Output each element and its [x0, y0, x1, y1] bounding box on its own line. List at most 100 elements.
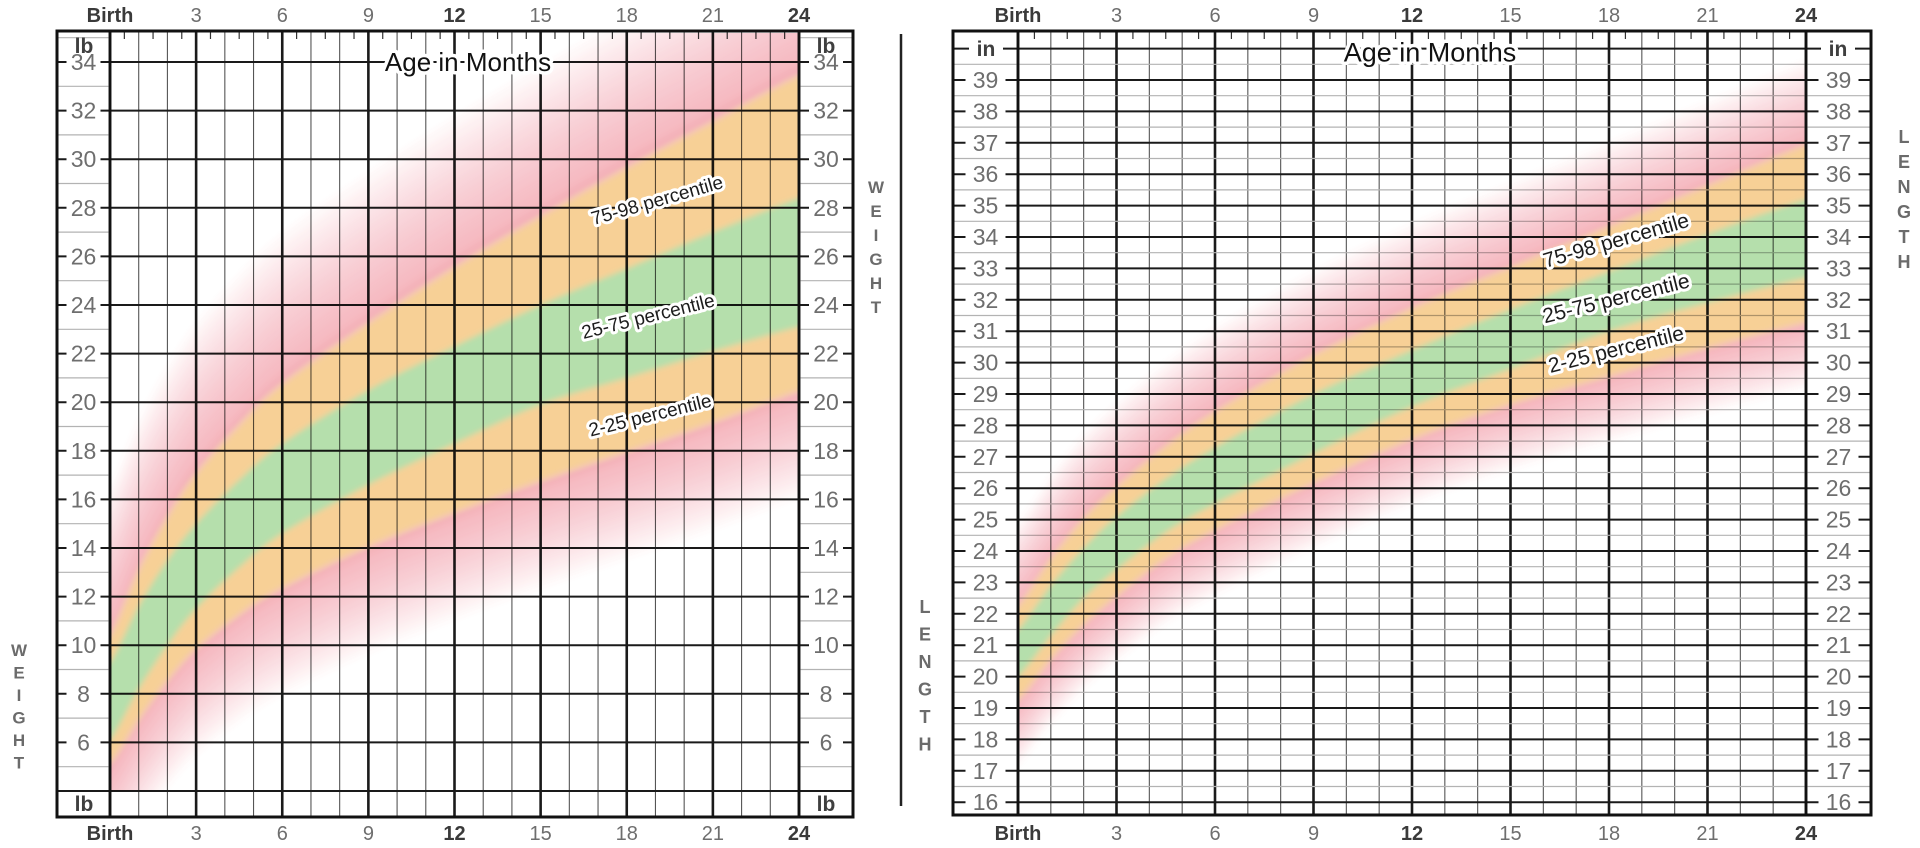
- axis-word-letter: L: [920, 597, 931, 617]
- y-tick-label: 22: [71, 341, 97, 367]
- y-tick-label: 36: [973, 161, 999, 187]
- y-tick-label: 38: [1826, 98, 1852, 124]
- y-tick-label: 19: [1826, 695, 1852, 721]
- y-tick-label: 22: [1826, 601, 1852, 627]
- y-tick-label: 18: [1826, 726, 1852, 752]
- y-tick-label: 39: [973, 67, 999, 93]
- axis-word-letter: E: [13, 664, 24, 683]
- axis-word-letter: H: [870, 274, 882, 293]
- y-tick-label: 22: [973, 601, 999, 627]
- month-tick-label: 24: [788, 5, 811, 27]
- y-tick-label: 24: [973, 538, 999, 564]
- month-tick-label: Birth: [995, 823, 1042, 845]
- axis-word-letter: L: [1899, 127, 1910, 147]
- y-tick-label: 16: [973, 789, 999, 815]
- y-tick-label: 20: [1826, 664, 1852, 690]
- y-tick-label: 19: [973, 695, 999, 721]
- y-tick-label: 16: [71, 486, 97, 512]
- y-tick-label: 36: [1826, 161, 1852, 187]
- y-tick-label: 34: [71, 49, 97, 75]
- y-unit-label: in: [977, 38, 996, 61]
- month-tick-label: 9: [1308, 5, 1319, 27]
- month-tick-label: 6: [277, 823, 288, 845]
- axis-word-letter: H: [1898, 252, 1911, 272]
- y-tick-label: 24: [1826, 538, 1852, 564]
- y-tick-label: 18: [813, 438, 839, 464]
- y-tick-label: 28: [71, 195, 97, 221]
- month-tick-label: 6: [1209, 823, 1220, 845]
- y-tick-label: 18: [973, 726, 999, 752]
- axis-word-letter: H: [13, 731, 25, 750]
- y-tick-label: 37: [1826, 130, 1852, 156]
- y-tick-label: 30: [813, 146, 839, 172]
- y-tick-label: 20: [973, 664, 999, 690]
- y-tick-label: 6: [820, 729, 833, 755]
- month-tick-label: 15: [1499, 823, 1521, 845]
- month-tick-label: 15: [530, 823, 552, 845]
- y-tick-label: 23: [973, 569, 999, 595]
- length-for-age-grid: [953, 31, 1871, 815]
- month-tick-label: Birth: [87, 823, 134, 845]
- y-tick-label: 28: [973, 412, 999, 438]
- month-tick-label: 6: [277, 5, 288, 27]
- month-tick-label: Birth: [87, 5, 134, 27]
- y-tick-label: 8: [77, 681, 90, 707]
- y-tick-label: 34: [813, 49, 839, 75]
- y-tick-label: 33: [973, 255, 999, 281]
- y-unit-label: lb: [75, 793, 94, 816]
- axis-word-letter: T: [1899, 227, 1910, 247]
- month-tick-label: 3: [1111, 5, 1122, 27]
- y-tick-label: 28: [1826, 412, 1852, 438]
- axis-word-letter: G: [12, 709, 25, 728]
- y-tick-label: 16: [1826, 789, 1852, 815]
- y-tick-label: 6: [77, 729, 90, 755]
- month-tick-label: 18: [616, 823, 638, 845]
- y-tick-label: 14: [71, 535, 97, 561]
- month-tick-label: 21: [1696, 5, 1718, 27]
- month-tick-label: 9: [1308, 823, 1319, 845]
- y-tick-label: 28: [813, 195, 839, 221]
- y-tick-label: 24: [71, 292, 97, 318]
- month-tick-label: 24: [788, 823, 811, 845]
- y-tick-label: 34: [973, 224, 999, 250]
- month-tick-label: 9: [363, 5, 374, 27]
- y-tick-label: 32: [813, 98, 839, 124]
- y-tick-label: 33: [1826, 255, 1852, 281]
- axis-word-letter: I: [17, 686, 22, 705]
- month-tick-label: 18: [1598, 823, 1620, 845]
- axis-word-letter: N: [1898, 177, 1911, 197]
- month-tick-label: Birth: [995, 5, 1042, 27]
- month-tick-label: 12: [443, 5, 465, 27]
- axis-word-letter: T: [14, 754, 25, 773]
- axis-word-letter: G: [918, 680, 932, 700]
- y-tick-label: 25: [973, 507, 999, 533]
- y-unit-label: lb: [817, 35, 836, 58]
- y-tick-label: 14: [813, 535, 839, 561]
- y-tick-label: 24: [813, 292, 839, 318]
- y-tick-label: 10: [71, 632, 97, 658]
- y-tick-label: 31: [973, 318, 999, 344]
- month-tick-label: 12: [443, 823, 465, 845]
- y-tick-label: 35: [1826, 193, 1852, 219]
- y-tick-label: 34: [1826, 224, 1852, 250]
- y-tick-label: 35: [973, 193, 999, 219]
- y-tick-label: 31: [1826, 318, 1852, 344]
- axis-word-letter: N: [919, 652, 932, 672]
- axis-word-letter: E: [870, 202, 881, 221]
- month-tick-label: 9: [363, 823, 374, 845]
- axis-word-letter: I: [874, 226, 879, 245]
- axis-word-letter: T: [871, 298, 882, 317]
- y-tick-label: 16: [813, 486, 839, 512]
- y-tick-label: 29: [1826, 381, 1852, 407]
- month-tick-label: 12: [1401, 5, 1423, 27]
- y-tick-label: 20: [813, 389, 839, 415]
- y-tick-label: 25: [1826, 507, 1852, 533]
- y-tick-label: 12: [71, 584, 97, 610]
- y-tick-label: 32: [71, 98, 97, 124]
- y-tick-label: 26: [71, 243, 97, 269]
- y-tick-label: 12: [813, 584, 839, 610]
- month-tick-label: 21: [702, 5, 724, 27]
- y-tick-label: 32: [973, 287, 999, 313]
- axis-word-letter: E: [1898, 152, 1910, 172]
